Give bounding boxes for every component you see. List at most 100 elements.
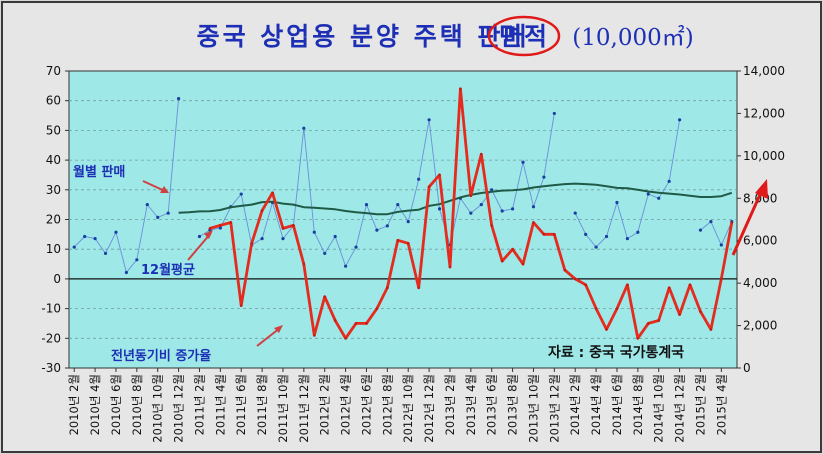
series-point-2 [573,277,577,281]
series-point-0 [646,192,650,196]
chart-title-highlight: 면적 [499,22,549,51]
series-point-0 [521,160,525,164]
x-tick-label: 2011년 4월 [213,374,227,435]
series-point-0 [636,230,640,234]
series-point-0 [552,111,556,116]
y-left-tick-label: 10 [46,242,61,256]
series-point-2 [500,259,504,263]
series-point-2 [312,334,316,337]
series-point-2 [375,307,379,310]
series-point-2 [542,233,546,236]
y-left-tick-label: 40 [46,153,61,167]
series-point-2 [699,310,702,313]
series-point-0 [573,211,577,215]
series-point-2 [594,307,598,310]
series-point-0 [698,228,703,232]
series-point-2 [208,227,212,230]
y-left-tick-label: 70 [46,64,61,78]
series-point-0 [396,203,400,207]
series-point-2 [646,322,650,325]
series-point-2 [302,262,306,266]
series-point-2 [688,283,692,287]
x-tick-label: 2015년 2월 [693,374,707,435]
x-tick-label: 2011년 8월 [255,374,269,435]
series-point-2 [626,283,629,287]
x-tick-label: 2011년 2월 [192,374,206,435]
y-left-tick-label: 50 [46,123,61,137]
x-tick-label: 2012년 12월 [422,374,436,443]
plot-area [68,70,738,369]
series-point-2 [459,87,462,91]
x-tick-label: 2010년 4월 [88,374,102,435]
series-point-2 [271,191,274,195]
annotation-yoy-arrow [256,327,281,347]
series-point-0 [719,243,723,247]
x-tick-label: 2010년 12월 [172,374,186,443]
y-axis-right: 0 2,000 4,000 6,000 8,000 10,000 12,000 14,000 [737,64,785,375]
y-left-tick-label: 0 [53,272,61,286]
x-tick-label: 2010년 10월 [151,374,165,443]
series-point-0 [500,209,504,213]
y-left-tick-label: -10 [41,302,61,316]
series-point-2 [511,247,514,251]
series-layer [72,87,734,340]
series-point-2 [406,241,410,245]
annotation-yoy-arrowhead [274,325,283,333]
series-point-0 [312,230,316,234]
series-point-2 [281,227,285,230]
series-point-0 [417,177,421,181]
series-point-2 [219,224,222,227]
x-tick-label: 2013년 4월 [464,374,478,435]
trend-arrowhead [755,179,768,199]
series-point-0 [323,251,327,256]
chart-title: 중국 상업용 분양 주택 판매 [197,22,530,51]
series-point-2 [709,328,713,331]
series-point-0 [615,200,619,205]
series-point-0 [197,234,202,239]
y-left-tick-label: 30 [46,183,61,197]
series-point-0 [657,196,661,200]
x-tick-label: 2014년 12월 [673,374,687,443]
series-point-2 [605,328,608,331]
series-point-2 [229,221,233,224]
series-point-0 [479,203,483,207]
x-tick-label: 2014년 8월 [631,374,645,435]
x-tick-label: 2014년 6월 [610,374,624,435]
annotation-ma12-arrowhead [204,230,213,239]
series-point-2 [292,224,295,227]
series-point-2 [438,173,441,177]
y-left-tick-label: 60 [46,94,61,108]
series-point-0 [375,228,379,232]
series-point-0 [72,245,76,249]
x-tick-label: 2010년 2월 [67,374,81,435]
x-tick-label: 2011년 10월 [276,374,290,443]
series-point-2 [354,322,358,325]
series-point-0 [281,236,285,241]
series-point-0 [93,236,97,241]
series-point-2 [250,241,253,245]
series-point-0 [510,207,515,211]
series-point-2 [365,322,368,325]
annotation-yoy: 전년동기비 증가율 [111,348,211,364]
series-point-2 [636,337,640,340]
y-left-tick-label: 20 [46,213,61,227]
series-point-0 [135,258,139,262]
chart-title-unit: (10,000㎡) [572,25,693,51]
series-point-2 [678,313,681,316]
grid-lines [69,100,737,339]
series-point-0 [239,192,243,196]
x-tick-label: 2013년 2월 [443,374,457,435]
y-right-tick-label: 10,000 [743,149,785,163]
series-point-0 [176,96,181,101]
series-point-0 [542,175,546,179]
x-tick-label: 2013년 6월 [485,374,499,435]
series-point-2 [584,283,587,287]
series-point-0 [709,220,713,224]
series-point-0 [343,264,348,268]
x-tick-label: 2012년 2월 [318,374,332,435]
series-point-2 [720,277,723,281]
y-right-tick-label: 12,000 [743,106,785,120]
x-tick-label: 2015년 4월 [714,374,728,435]
series-point-2 [396,238,400,242]
